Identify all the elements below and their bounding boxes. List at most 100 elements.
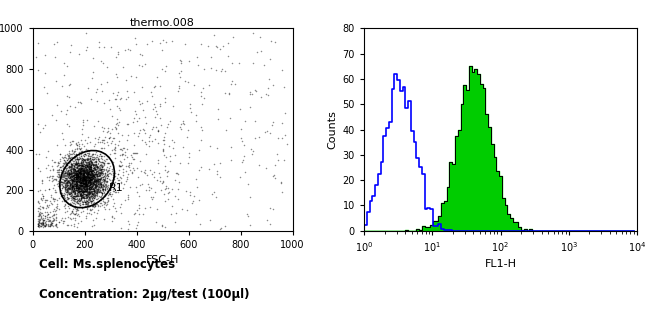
Point bbox=[74, 156, 85, 161]
Point bbox=[79, 157, 89, 162]
Point bbox=[70, 196, 80, 201]
Point bbox=[129, 90, 140, 95]
Point bbox=[262, 129, 272, 134]
Point bbox=[44, 217, 55, 222]
Point bbox=[69, 170, 79, 175]
Point bbox=[72, 182, 82, 187]
Point bbox=[95, 152, 105, 157]
Point bbox=[94, 166, 105, 171]
Point bbox=[86, 186, 96, 191]
Point bbox=[75, 178, 85, 183]
Point bbox=[67, 209, 77, 214]
Point bbox=[52, 224, 62, 229]
Point bbox=[265, 57, 275, 62]
Point bbox=[60, 170, 71, 175]
Point bbox=[91, 177, 101, 182]
Point bbox=[62, 173, 72, 178]
Point bbox=[93, 187, 103, 192]
Point bbox=[68, 182, 78, 187]
Point bbox=[84, 191, 94, 196]
Point bbox=[94, 171, 105, 176]
Point bbox=[57, 181, 67, 186]
Point bbox=[67, 184, 77, 189]
Y-axis label: Counts: Counts bbox=[327, 110, 337, 149]
Point bbox=[227, 34, 238, 39]
Point bbox=[77, 180, 87, 185]
Point bbox=[72, 181, 82, 186]
Point bbox=[113, 106, 124, 111]
Point bbox=[94, 183, 105, 188]
Point bbox=[115, 204, 125, 209]
Point bbox=[35, 212, 46, 217]
Point bbox=[99, 176, 109, 181]
Point bbox=[80, 162, 90, 167]
Point bbox=[60, 210, 70, 215]
Point bbox=[77, 165, 87, 170]
Point bbox=[83, 167, 93, 173]
Point bbox=[62, 177, 72, 182]
Point bbox=[98, 188, 109, 193]
Point bbox=[96, 156, 107, 161]
Point bbox=[73, 207, 83, 212]
Point bbox=[134, 211, 144, 216]
Point bbox=[200, 96, 210, 101]
Point bbox=[80, 165, 90, 170]
Point bbox=[83, 195, 94, 200]
Point bbox=[76, 149, 86, 154]
Point bbox=[101, 176, 112, 181]
Point bbox=[84, 161, 95, 166]
Point bbox=[74, 192, 85, 197]
Point bbox=[89, 173, 99, 178]
Point bbox=[88, 185, 98, 190]
Point bbox=[34, 151, 44, 156]
Point bbox=[109, 188, 119, 193]
Point bbox=[86, 157, 97, 162]
Point bbox=[103, 160, 113, 165]
Point bbox=[73, 173, 83, 179]
Point bbox=[131, 166, 142, 171]
Point bbox=[63, 174, 73, 179]
Point bbox=[185, 190, 196, 195]
Point bbox=[77, 176, 88, 181]
Point bbox=[79, 173, 90, 179]
Point bbox=[144, 139, 154, 144]
Point bbox=[89, 183, 99, 188]
Point bbox=[70, 193, 80, 198]
Point bbox=[81, 202, 91, 207]
Point bbox=[70, 167, 81, 172]
Point bbox=[81, 176, 91, 181]
Point bbox=[268, 82, 278, 87]
Point bbox=[81, 159, 91, 164]
Point bbox=[72, 174, 83, 179]
Point bbox=[41, 198, 51, 203]
Point bbox=[80, 175, 90, 180]
Point bbox=[88, 200, 99, 205]
Point bbox=[50, 208, 60, 213]
Point bbox=[72, 164, 83, 169]
Point bbox=[75, 176, 85, 181]
Point bbox=[85, 183, 96, 188]
Point bbox=[34, 201, 44, 206]
Point bbox=[72, 177, 83, 182]
Point bbox=[68, 170, 79, 175]
Point bbox=[66, 217, 77, 222]
Point bbox=[86, 194, 97, 199]
Point bbox=[85, 171, 96, 176]
Point bbox=[93, 156, 103, 161]
Point bbox=[75, 176, 85, 181]
Point bbox=[87, 198, 98, 203]
Point bbox=[79, 176, 89, 181]
Point bbox=[83, 177, 93, 182]
Point bbox=[148, 195, 159, 200]
Point bbox=[61, 185, 72, 190]
Point bbox=[270, 40, 280, 45]
Point bbox=[94, 177, 105, 182]
Point bbox=[63, 187, 73, 192]
Point bbox=[280, 133, 291, 138]
Point bbox=[77, 159, 88, 164]
Point bbox=[83, 192, 93, 197]
Point bbox=[89, 169, 99, 174]
Point bbox=[157, 222, 167, 228]
Point bbox=[78, 176, 88, 181]
Point bbox=[77, 168, 87, 173]
